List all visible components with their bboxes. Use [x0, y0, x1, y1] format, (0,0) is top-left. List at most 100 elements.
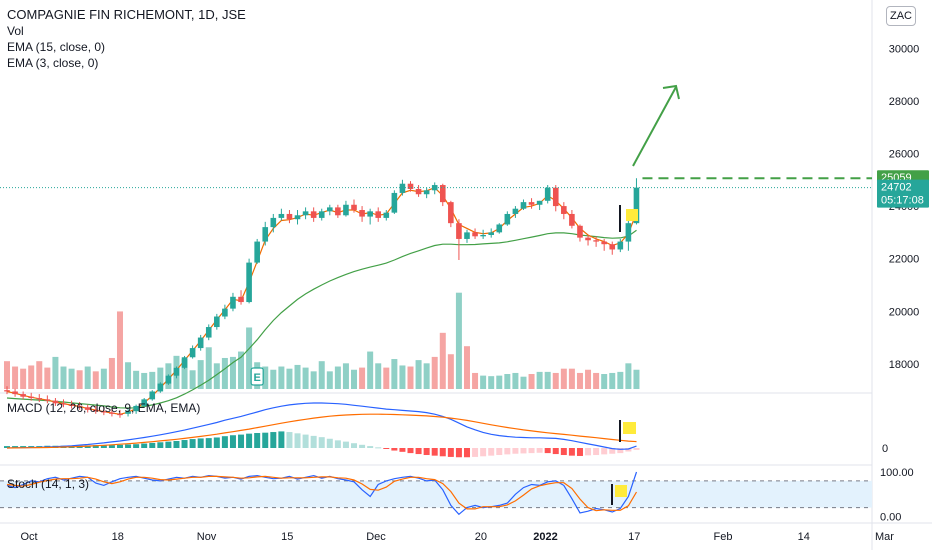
candle [512, 208, 519, 214]
macd-histogram-bar [246, 433, 253, 448]
price-label-box [877, 179, 929, 208]
flag [626, 209, 638, 221]
candle [431, 185, 438, 191]
candle [335, 207, 341, 216]
time-tick-label: Oct [20, 531, 37, 543]
candle [197, 337, 204, 349]
candle [141, 399, 147, 406]
chart-legend: COMPAGNIE FIN RICHEMONT, 1D, JSE Vol EMA… [7, 7, 246, 71]
candle [464, 232, 470, 239]
volume-bar [36, 361, 43, 389]
candle [28, 396, 35, 399]
candle [375, 211, 382, 218]
candle [536, 200, 543, 205]
legend-ema-15[interactable]: EMA (15, close, 0) [7, 40, 106, 54]
candle [230, 296, 236, 309]
candle [593, 240, 599, 242]
time-tick-label: 18 [112, 531, 124, 543]
candle [625, 223, 632, 242]
volume-bar [609, 372, 616, 389]
volume-bar [455, 292, 462, 389]
volume-bar [100, 368, 107, 389]
macd-histogram-bar [133, 444, 140, 448]
volume-bar [383, 367, 390, 389]
macd-histogram-bar [294, 433, 301, 448]
candle [456, 223, 462, 239]
volume-bar [463, 346, 470, 389]
macd-histogram-bar [286, 432, 293, 448]
macd-histogram-bar [270, 432, 277, 448]
candle [157, 383, 164, 392]
volume-bar [108, 357, 115, 389]
price-tick-label: 28000 [889, 96, 920, 108]
candle [310, 211, 317, 218]
stoch-title[interactable]: Stoch (14, 1, 3) [7, 477, 90, 491]
volume-bar [520, 376, 527, 389]
candle [569, 213, 575, 226]
volume-bar [480, 375, 487, 389]
macd-histogram-bar [278, 431, 285, 448]
candle [101, 411, 107, 413]
legend-volume[interactable]: Vol [7, 24, 24, 38]
macd-histogram-bar [472, 448, 479, 457]
candle [488, 232, 494, 235]
candle [246, 262, 252, 303]
volume-bar [181, 359, 188, 389]
volume-bar [197, 360, 204, 389]
volume-bar [617, 371, 624, 389]
macd-histogram-bar [399, 448, 406, 452]
macd-histogram-bar [512, 448, 519, 454]
macd-histogram-bar [165, 441, 172, 448]
volume-bar [488, 376, 495, 389]
macd-histogram-bar [149, 442, 156, 448]
price-tick-label: 20000 [889, 306, 920, 318]
macd-title[interactable]: MACD (12, 26, close, 9, EMA, EMA) [7, 401, 201, 415]
macd-histogram-bar [20, 446, 27, 448]
volume-bar [141, 372, 148, 389]
volume-bar [367, 351, 374, 389]
time-tick-label: 17 [628, 531, 640, 543]
candle [165, 375, 172, 384]
price-tick-label: 26000 [889, 148, 920, 160]
macd-histogram-bar [205, 438, 212, 448]
volume-bar [431, 356, 438, 389]
macd-histogram-bar [254, 433, 261, 448]
volume-bar [585, 369, 592, 389]
volume-bar [439, 332, 446, 389]
volume-bar [375, 363, 382, 389]
candle [92, 409, 99, 412]
legend-ema-3[interactable]: EMA (3, close, 0) [7, 56, 99, 70]
volume-bar [133, 370, 140, 389]
macd-histogram-bar [520, 448, 527, 454]
time-tick-label: 14 [798, 531, 810, 543]
candle [528, 202, 535, 205]
macd-histogram-bar [585, 448, 592, 456]
volume-bar [125, 362, 132, 389]
volume-bar [601, 374, 608, 389]
candle [577, 225, 583, 238]
macd-histogram-bar [488, 448, 495, 456]
volume-bar [536, 371, 543, 389]
macd-histogram-bar [262, 432, 269, 448]
candle [133, 405, 139, 412]
candle [222, 308, 228, 317]
candle [601, 241, 607, 245]
macd-histogram-bar [593, 448, 600, 456]
macd-histogram-bar [415, 448, 422, 455]
symbol-title[interactable]: COMPAGNIE FIN RICHEMONT, 1D, JSE [7, 7, 246, 22]
volume-bar [472, 372, 479, 389]
volume-bar [238, 351, 245, 389]
macd-histogram-bar [367, 446, 374, 448]
macd-histogram-bar [116, 444, 123, 448]
candle [383, 212, 390, 218]
signal-line [6, 413, 637, 449]
stoch-tick-label: 0.00 [880, 512, 901, 524]
currency-button[interactable]: ZAC [886, 6, 916, 26]
time-tick-label: Mar [875, 531, 894, 543]
candle [561, 206, 567, 214]
macd-histogram-bar [100, 445, 107, 448]
volume-bar [552, 372, 559, 389]
macd-tick-label: 0 [882, 443, 888, 455]
macd-histogram-bar [431, 448, 438, 456]
